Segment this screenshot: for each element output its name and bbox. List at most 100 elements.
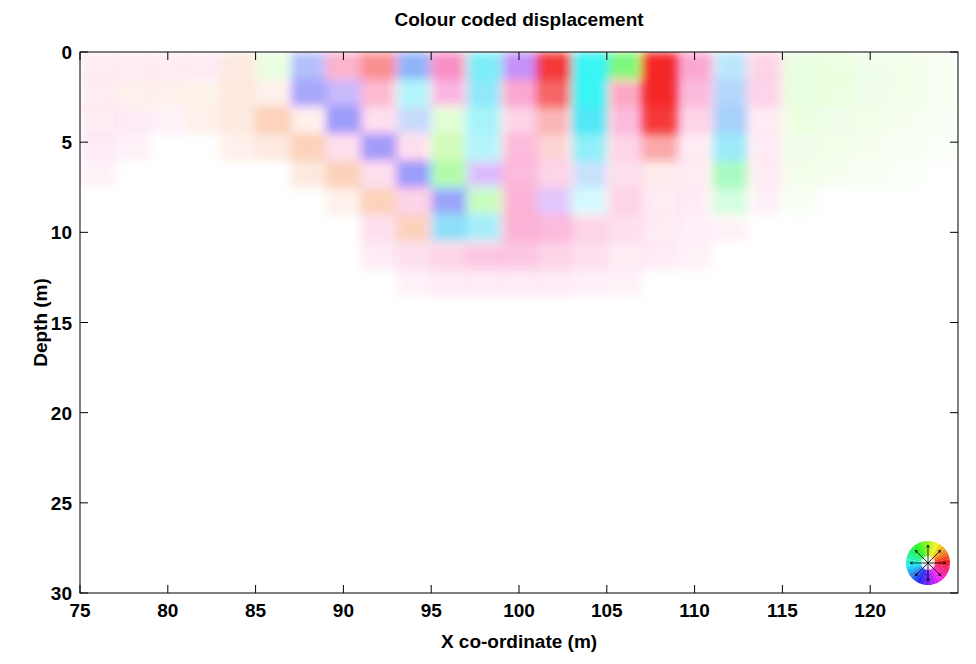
cell — [466, 187, 502, 215]
cell — [291, 106, 327, 134]
cell — [150, 52, 186, 80]
y-tick — [80, 232, 88, 233]
cell — [256, 79, 292, 107]
cell — [607, 268, 643, 296]
cell — [501, 214, 537, 242]
color-key-arrow — [915, 550, 928, 563]
cell — [431, 106, 467, 134]
cell — [888, 79, 924, 107]
cell — [256, 133, 292, 161]
cell — [326, 133, 362, 161]
cell — [782, 133, 818, 161]
y-tick-right — [950, 593, 958, 594]
cell — [220, 133, 256, 161]
cell — [712, 160, 748, 188]
cell — [431, 160, 467, 188]
cell — [185, 241, 221, 269]
cell — [115, 133, 151, 161]
color-key-arrowhead — [910, 562, 913, 565]
y-axis-title: Depth (m) — [30, 278, 51, 367]
cell — [396, 133, 432, 161]
cell — [185, 187, 221, 215]
cell — [747, 268, 783, 296]
cell — [923, 133, 958, 161]
cell — [256, 187, 292, 215]
x-tick-label: 95 — [421, 600, 443, 621]
color-key-arrowhead — [915, 550, 918, 553]
cell — [150, 214, 186, 242]
y-tick-right — [950, 232, 958, 233]
color-key-arrow — [928, 550, 941, 563]
cell — [466, 160, 502, 188]
cell — [361, 106, 397, 134]
color-key — [906, 541, 950, 585]
cell — [501, 160, 537, 188]
x-tick-label: 110 — [679, 600, 710, 621]
cell — [888, 160, 924, 188]
cell — [642, 106, 678, 134]
cell — [431, 241, 467, 269]
cell — [256, 52, 292, 80]
x-tick — [167, 585, 168, 593]
cell — [853, 241, 889, 269]
cell — [431, 52, 467, 80]
cell — [572, 187, 608, 215]
x-tick-label: 80 — [157, 600, 178, 621]
cell — [642, 268, 678, 296]
cell — [818, 214, 854, 242]
cell — [396, 52, 432, 80]
cell — [782, 52, 818, 80]
x-tick-top — [519, 52, 520, 60]
cell — [501, 268, 537, 296]
chart: 7580859095100105110115120051015202530Col… — [0, 0, 976, 664]
cells-clip — [80, 52, 958, 296]
cell — [80, 214, 116, 242]
x-tick-top — [167, 52, 168, 60]
y-tick — [80, 502, 88, 503]
cell — [80, 133, 116, 161]
cell — [185, 268, 221, 296]
cell — [607, 214, 643, 242]
y-tick-right — [950, 52, 958, 53]
cell — [326, 52, 362, 80]
cell — [853, 52, 889, 80]
cell — [572, 106, 608, 134]
cell — [361, 187, 397, 215]
x-tick-top — [870, 52, 871, 60]
x-tick-label: 75 — [69, 600, 91, 621]
cell — [923, 106, 958, 134]
y-tick — [80, 322, 88, 323]
x-tick-label: 105 — [591, 600, 623, 621]
cell — [185, 79, 221, 107]
x-tick — [870, 585, 871, 593]
cell — [712, 187, 748, 215]
cell — [361, 241, 397, 269]
cell — [115, 106, 151, 134]
cell — [677, 268, 713, 296]
cell — [326, 106, 362, 134]
cell — [642, 241, 678, 269]
x-tick-top — [694, 52, 695, 60]
cell — [185, 106, 221, 134]
cell — [572, 52, 608, 80]
cell — [677, 241, 713, 269]
cell — [642, 133, 678, 161]
cell — [782, 214, 818, 242]
x-tick-top — [343, 52, 344, 60]
cell — [572, 241, 608, 269]
cell — [923, 241, 958, 269]
cell — [853, 133, 889, 161]
x-tick-top — [255, 52, 256, 60]
cell — [291, 133, 327, 161]
x-tick-top — [606, 52, 607, 60]
cell — [818, 187, 854, 215]
cell — [115, 160, 151, 188]
cell — [607, 160, 643, 188]
cell — [923, 79, 958, 107]
cell — [572, 133, 608, 161]
cell — [537, 106, 573, 134]
cell — [466, 268, 502, 296]
cell — [747, 79, 783, 107]
cell — [256, 106, 292, 134]
y-tick — [80, 142, 88, 143]
